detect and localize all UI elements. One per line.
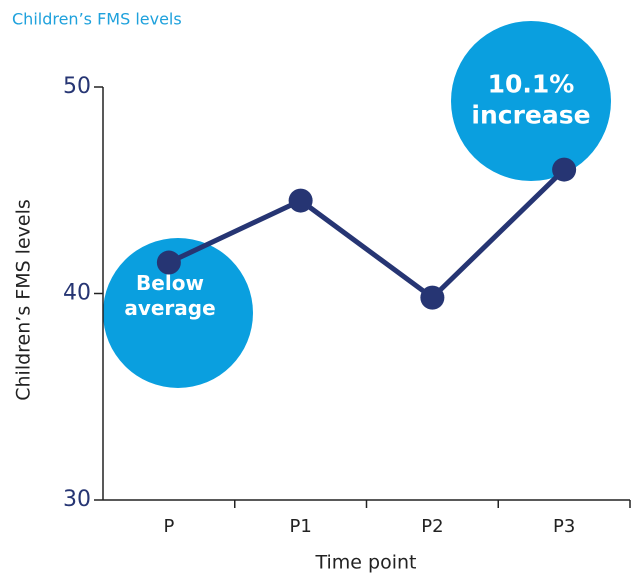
annotation-bubble bbox=[451, 21, 611, 181]
data-point bbox=[156, 250, 181, 275]
annotation-text: Below bbox=[136, 271, 204, 295]
annotation-bubble bbox=[103, 238, 253, 388]
annotation-text: increase bbox=[471, 101, 590, 130]
y-tick-label: 40 bbox=[63, 281, 91, 306]
data-point bbox=[552, 157, 577, 182]
annotation-text: average bbox=[124, 296, 215, 320]
series-line bbox=[167, 167, 566, 301]
data-point bbox=[288, 188, 313, 213]
x-axis-label: Time point bbox=[315, 552, 417, 574]
data-point bbox=[420, 285, 445, 310]
chart-title: Children’s FMS levels bbox=[12, 10, 182, 29]
y-tick-label: 50 bbox=[63, 74, 91, 99]
y-axis-label: Children’s FMS levels bbox=[13, 199, 35, 401]
annotation-text: 10.1% bbox=[488, 69, 575, 98]
y-tick-label: 30 bbox=[63, 487, 91, 512]
x-tick-label: P1 bbox=[289, 516, 311, 537]
x-tick-label: P3 bbox=[553, 516, 575, 537]
x-tick-label: P bbox=[163, 516, 174, 537]
x-tick-label: P2 bbox=[421, 516, 443, 537]
